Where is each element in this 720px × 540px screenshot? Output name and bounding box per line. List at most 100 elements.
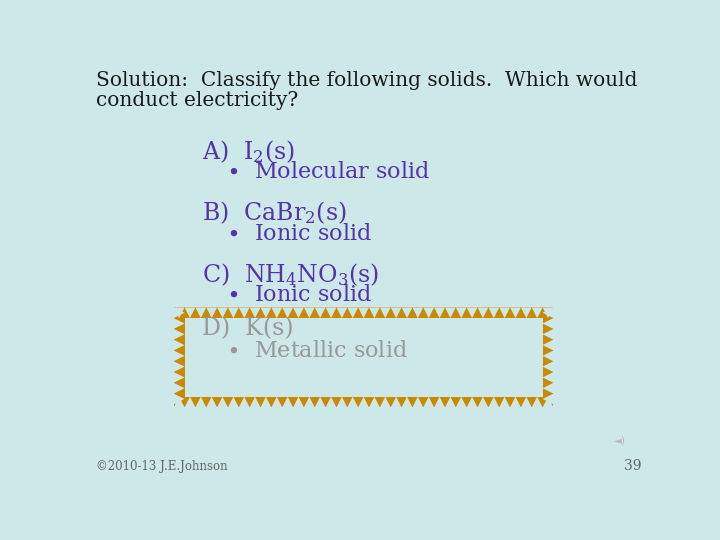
Polygon shape (499, 307, 510, 318)
Polygon shape (174, 307, 184, 318)
Polygon shape (543, 383, 554, 394)
Polygon shape (521, 397, 532, 408)
Polygon shape (521, 307, 532, 318)
Polygon shape (261, 397, 271, 408)
Polygon shape (380, 397, 391, 408)
Polygon shape (445, 307, 456, 318)
Polygon shape (174, 397, 184, 408)
Polygon shape (174, 350, 184, 361)
Polygon shape (174, 340, 184, 350)
Polygon shape (315, 397, 325, 408)
Text: ◄): ◄) (614, 436, 626, 446)
Polygon shape (228, 307, 239, 318)
Polygon shape (543, 307, 554, 318)
Polygon shape (456, 397, 467, 408)
Polygon shape (543, 329, 554, 340)
Text: C)  $\mathregular{NH_4NO_3(s)}$: C) $\mathregular{NH_4NO_3(s)}$ (202, 261, 379, 288)
Polygon shape (510, 397, 521, 408)
Polygon shape (304, 307, 315, 318)
Polygon shape (543, 372, 554, 383)
Polygon shape (543, 340, 554, 350)
Polygon shape (184, 307, 195, 318)
Polygon shape (250, 307, 261, 318)
Text: conduct electricity?: conduct electricity? (96, 91, 299, 110)
Polygon shape (488, 307, 499, 318)
Text: 39: 39 (624, 459, 642, 473)
Polygon shape (477, 307, 488, 318)
Polygon shape (391, 307, 402, 318)
Polygon shape (304, 397, 315, 408)
Text: $\bullet$  Ionic solid: $\bullet$ Ionic solid (225, 284, 372, 306)
Polygon shape (532, 397, 543, 408)
Polygon shape (271, 397, 282, 408)
Polygon shape (347, 307, 358, 318)
Polygon shape (239, 397, 250, 408)
Polygon shape (488, 397, 499, 408)
Polygon shape (293, 307, 304, 318)
Polygon shape (543, 307, 554, 318)
Text: $\bullet$  Metallic solid: $\bullet$ Metallic solid (225, 340, 408, 362)
Polygon shape (456, 307, 467, 318)
Polygon shape (347, 397, 358, 408)
Polygon shape (174, 361, 184, 372)
Polygon shape (174, 329, 184, 340)
Polygon shape (543, 318, 554, 329)
Polygon shape (402, 397, 413, 408)
Polygon shape (380, 307, 391, 318)
Polygon shape (325, 307, 336, 318)
Polygon shape (261, 307, 271, 318)
Text: D)  K(s): D) K(s) (202, 318, 294, 340)
Polygon shape (423, 397, 434, 408)
Polygon shape (369, 397, 380, 408)
Polygon shape (239, 307, 250, 318)
Polygon shape (445, 397, 456, 408)
Polygon shape (402, 307, 413, 318)
Polygon shape (195, 397, 206, 408)
Polygon shape (391, 397, 402, 408)
Polygon shape (174, 394, 184, 404)
Text: B)  $\mathregular{CaBr_2(s)}$: B) $\mathregular{CaBr_2(s)}$ (202, 200, 347, 226)
Polygon shape (358, 397, 369, 408)
Bar (174, 307, 554, 408)
Polygon shape (543, 394, 554, 404)
Polygon shape (510, 307, 521, 318)
Polygon shape (543, 361, 554, 372)
Text: Solution:  Classify the following solids.  Which would: Solution: Classify the following solids.… (96, 71, 638, 90)
Polygon shape (206, 397, 217, 408)
Polygon shape (467, 307, 477, 318)
Text: $\bullet$  Molecular solid: $\bullet$ Molecular solid (225, 161, 430, 183)
Text: $\bullet$  Ionic solid: $\bullet$ Ionic solid (225, 222, 372, 245)
Polygon shape (543, 350, 554, 361)
Text: A)  $\mathregular{I_2(s)}$: A) $\mathregular{I_2(s)}$ (202, 138, 295, 165)
Polygon shape (217, 397, 228, 408)
Polygon shape (174, 383, 184, 394)
Polygon shape (228, 397, 239, 408)
Polygon shape (217, 307, 228, 318)
Polygon shape (282, 397, 293, 408)
Polygon shape (434, 397, 445, 408)
Text: ©2010-13 J.E.Johnson: ©2010-13 J.E.Johnson (96, 460, 228, 473)
Polygon shape (184, 397, 195, 408)
Polygon shape (325, 397, 336, 408)
Polygon shape (336, 397, 347, 408)
Polygon shape (282, 307, 293, 318)
Polygon shape (174, 318, 184, 329)
Polygon shape (174, 372, 184, 383)
Polygon shape (423, 307, 434, 318)
Polygon shape (174, 307, 184, 318)
Polygon shape (358, 307, 369, 318)
Polygon shape (271, 307, 282, 318)
Polygon shape (467, 397, 477, 408)
Polygon shape (477, 397, 488, 408)
Polygon shape (369, 307, 380, 318)
Polygon shape (434, 307, 445, 318)
Polygon shape (293, 397, 304, 408)
Polygon shape (195, 307, 206, 318)
Polygon shape (499, 397, 510, 408)
Polygon shape (315, 307, 325, 318)
Polygon shape (250, 397, 261, 408)
Polygon shape (206, 307, 217, 318)
Polygon shape (532, 307, 543, 318)
Bar (184, 318, 543, 397)
Polygon shape (413, 307, 423, 318)
